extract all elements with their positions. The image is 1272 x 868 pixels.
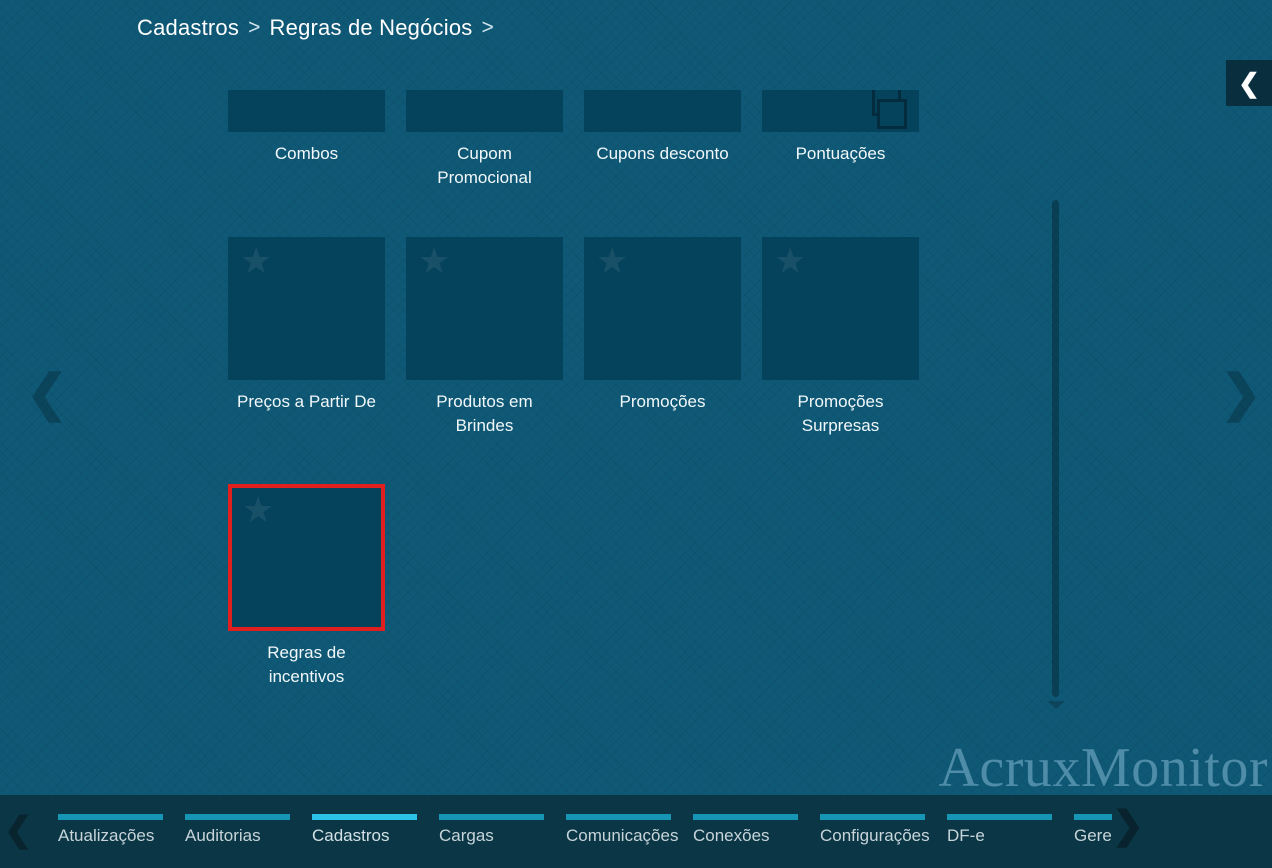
tile-thumbnail — [228, 90, 385, 132]
tile-combos[interactable]: Combos — [228, 90, 385, 166]
collapse-panel-button[interactable]: ❮ — [1226, 60, 1272, 106]
vertical-scrollbar-thumb[interactable] — [1052, 200, 1059, 697]
tile-thumbnail — [406, 90, 563, 132]
tile-thumbnail — [762, 90, 919, 132]
breadcrumb: Cadastros > Regras de Negócios > — [137, 15, 503, 41]
breadcrumb-separator-icon: > — [248, 16, 261, 39]
chevron-right-icon: ❯ — [1220, 365, 1262, 421]
tab-label: DF-e — [947, 826, 985, 845]
tab-strip — [820, 814, 925, 820]
page-right-button[interactable]: ❯ — [1220, 368, 1262, 418]
tab-strip — [693, 814, 798, 820]
star-icon: ★ — [596, 240, 629, 281]
chevron-left-icon: ❮ — [4, 811, 33, 849]
tab-label: Conexões — [693, 826, 770, 845]
tab-auditorias[interactable]: Auditorias — [185, 814, 290, 846]
tab-cadastros[interactable]: Cadastros — [312, 814, 417, 846]
tile-promocoes-surpresas[interactable]: ★ Promoções Surpresas — [762, 237, 919, 438]
tile-label: Combos — [274, 144, 339, 163]
breadcrumb-item-cadastros[interactable]: Cadastros — [137, 15, 240, 40]
tile-label: Preços a Partir De — [237, 392, 376, 411]
tab-label: Configurações — [820, 826, 930, 845]
chevron-left-icon: ❮ — [1238, 67, 1260, 98]
tab-atualizacoes[interactable]: Atualizações — [58, 814, 163, 846]
star-icon: ★ — [774, 240, 807, 281]
breadcrumb-item-regras-de-negocios[interactable]: Regras de Negócios — [269, 15, 473, 40]
tab-gerenciamento-partial[interactable]: Geren — [1074, 814, 1112, 846]
tile-pontuacoes[interactable]: Pontuações — [762, 90, 919, 166]
app-watermark: AcruxMonitor — [938, 737, 1268, 799]
tab-dfe[interactable]: DF-e — [947, 814, 1052, 846]
tab-label: Cargas — [439, 826, 494, 845]
tile-promocoes[interactable]: ★ Promoções — [584, 237, 741, 414]
star-icon: ★ — [242, 489, 275, 530]
tile-precos-a-partir-de[interactable]: ★ Preços a Partir De — [228, 237, 385, 414]
tab-strip — [566, 814, 671, 820]
tile-thumbnail: ★ — [584, 237, 741, 380]
tile-label: Pontuações — [795, 144, 886, 163]
tabs-scroll-left-button[interactable]: ❮ — [4, 810, 33, 850]
tile-label: Cupom Promocional — [437, 144, 532, 187]
tile-thumbnail — [584, 90, 741, 132]
tile-label: Promoções — [619, 392, 706, 411]
breadcrumb-separator-icon: > — [481, 16, 494, 39]
tab-label: Atualizações — [58, 826, 155, 845]
tab-configuracoes[interactable]: Configurações — [820, 814, 930, 846]
tab-strip — [185, 814, 290, 820]
tabs-track: Atualizações Auditorias Cadastros Cargas… — [56, 814, 1112, 846]
tile-thumbnail-selected: ★ — [228, 484, 385, 631]
tabs-scroll-right-button[interactable]: ❯ — [1112, 806, 1144, 846]
tab-label: Comunicações — [566, 826, 679, 845]
tab-strip — [439, 814, 544, 820]
tab-label: Cadastros — [312, 826, 390, 845]
tab-strip — [58, 814, 163, 820]
tab-strip — [1074, 814, 1112, 820]
chevron-left-icon: ❮ — [26, 365, 68, 421]
pages-icon — [863, 90, 907, 132]
tile-thumbnail: ★ — [406, 237, 563, 380]
tile-cupom-promocional[interactable]: Cupom Promocional — [406, 90, 563, 190]
tab-comunicacoes[interactable]: Comunicações — [566, 814, 679, 846]
tabs-viewport: Atualizações Auditorias Cadastros Cargas… — [56, 814, 1112, 862]
tab-label: Geren — [1074, 826, 1112, 845]
bottom-tab-bar: ❮ Atualizações Auditorias Cadastros — [0, 795, 1272, 868]
tab-conexoes[interactable]: Conexões — [693, 814, 798, 846]
tile-label: Promoções Surpresas — [797, 392, 884, 435]
tile-regras-de-incentivos[interactable]: ★ Regras de incentivos — [228, 484, 385, 689]
tile-thumbnail: ★ — [228, 237, 385, 380]
tile-produtos-em-brindes[interactable]: ★ Produtos em Brindes — [406, 237, 563, 438]
tile-label: Cupons desconto — [596, 144, 729, 163]
tile-thumbnail: ★ — [762, 237, 919, 380]
tab-strip-active — [312, 814, 417, 820]
chevron-right-icon: ❯ — [1112, 805, 1144, 847]
star-icon: ★ — [418, 240, 451, 281]
tile-label: Produtos em Brindes — [436, 392, 533, 435]
star-icon: ★ — [240, 240, 273, 281]
scroll-down-arrow-icon[interactable] — [1047, 701, 1065, 709]
tab-strip — [947, 814, 1052, 820]
page-left-button[interactable]: ❮ — [26, 368, 68, 418]
tile-label: Regras de incentivos — [267, 643, 346, 686]
tab-cargas[interactable]: Cargas — [439, 814, 544, 846]
tile-cupons-desconto[interactable]: Cupons desconto — [584, 90, 741, 166]
tab-label: Auditorias — [185, 826, 261, 845]
